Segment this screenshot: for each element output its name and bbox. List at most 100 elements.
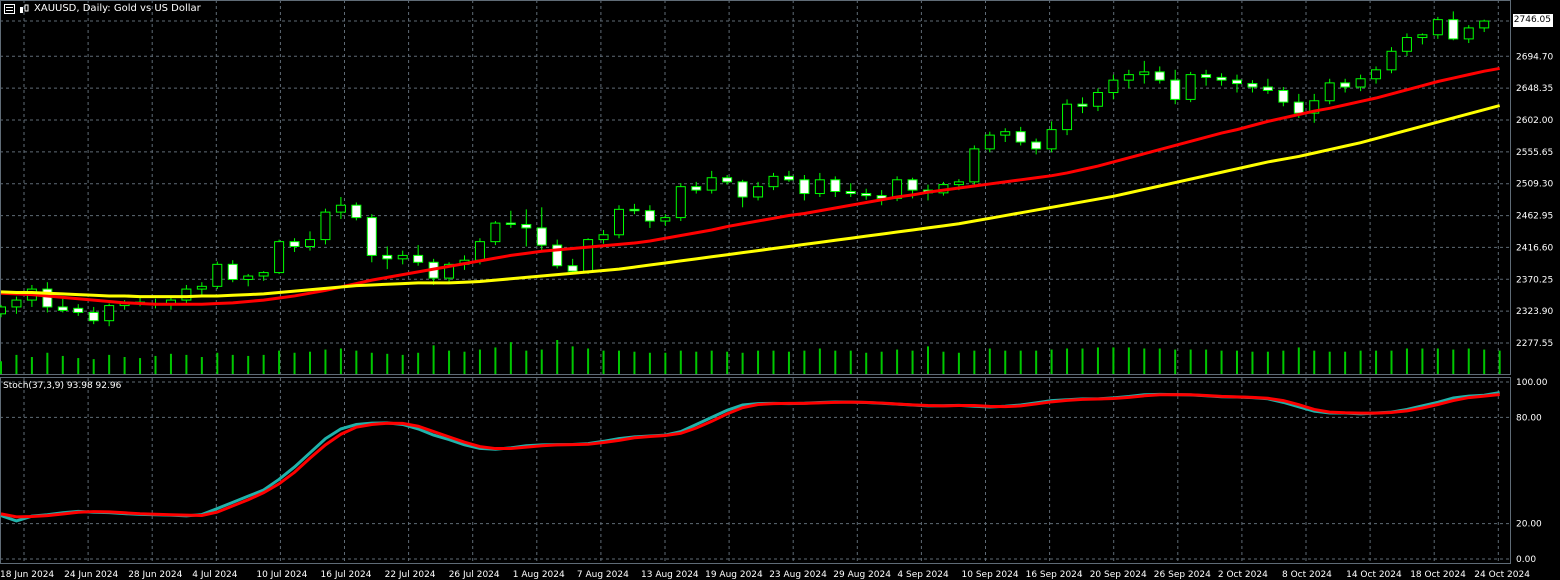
- candle-body: [644, 210, 655, 222]
- price-tick-label: 2509.30: [1516, 180, 1553, 190]
- candle-body: [1340, 82, 1351, 88]
- time-tick-label: 18 Jun 2024: [0, 570, 54, 580]
- time-tick-label: 29 Aug 2024: [833, 570, 891, 580]
- price-tick-label: 2323.90: [1516, 307, 1553, 317]
- chart-header: XAUUSD, Daily: Gold vs US Dollar: [4, 3, 201, 14]
- candle-body: [1077, 103, 1088, 107]
- candle-body: [1432, 19, 1443, 36]
- time-tick-label: 1 Aug 2024: [513, 570, 565, 580]
- candle-body: [783, 175, 794, 181]
- stoch-tick-label: 0.00: [1516, 555, 1536, 565]
- candle-body: [861, 193, 872, 197]
- candle-body: [1015, 131, 1026, 143]
- candle-body: [73, 307, 84, 313]
- price-tick-label: 2277.55: [1516, 339, 1553, 349]
- candle-body: [521, 223, 532, 229]
- candle-body: [243, 275, 254, 280]
- candle-body: [1232, 79, 1242, 85]
- candle-body: [984, 134, 995, 150]
- time-tick-label: 4 Jul 2024: [192, 570, 237, 580]
- candle-body: [57, 306, 68, 311]
- stoch-title: Stoch(37,3,9) 93.98 92.96: [3, 381, 122, 391]
- volume-histogram: [0, 340, 1501, 374]
- candle-body: [0, 306, 6, 315]
- candle-body: [397, 254, 408, 260]
- candle-body: [536, 227, 547, 246]
- candle-body: [706, 177, 717, 191]
- price-tick-label: 2648.35: [1516, 84, 1553, 94]
- time-tick-label: 28 Jun 2024: [128, 570, 182, 580]
- time-tick-label: 16 Jul 2024: [321, 570, 372, 580]
- time-tick-label: 24 Oct 2024: [1474, 570, 1530, 580]
- candle-body: [1046, 129, 1057, 150]
- candle-body: [969, 148, 980, 183]
- candle-body: [42, 288, 53, 308]
- candle-body: [1324, 82, 1335, 102]
- candle-body: [1154, 71, 1165, 81]
- candle-body: [1309, 100, 1320, 114]
- candle-body: [1092, 92, 1103, 107]
- stochastic-lines: [0, 391, 1500, 523]
- stoch-main-line: [0, 391, 1500, 523]
- time-tick-label: 26 Sep 2024: [1154, 570, 1211, 580]
- price-tick-label: 2370.25: [1516, 275, 1553, 285]
- price-tick-label: 2462.95: [1516, 212, 1553, 222]
- time-tick-label: 20 Sep 2024: [1090, 570, 1147, 580]
- candle-body: [814, 179, 825, 195]
- slow-ma-line: [0, 104, 1501, 299]
- candle-body: [1371, 69, 1382, 80]
- time-tick-label: 14 Oct 2024: [1346, 570, 1402, 580]
- last-price-label: 2746.05: [1513, 14, 1553, 27]
- candle-body: [845, 190, 856, 195]
- candle-body: [382, 254, 393, 260]
- time-tick-label: 22 Jul 2024: [385, 570, 436, 580]
- candle-body: [1031, 141, 1042, 150]
- time-tick-label: 10 Sep 2024: [962, 570, 1019, 580]
- candle-body: [413, 254, 424, 263]
- candle-body: [907, 179, 918, 191]
- candle-body: [583, 239, 594, 272]
- stoch-pane-border: [0, 377, 1511, 564]
- main-pane-border: [0, 0, 1511, 375]
- candle-body: [335, 204, 346, 213]
- candle-body: [258, 272, 269, 277]
- time-tick-label: 7 Aug 2024: [577, 570, 629, 580]
- candle-body: [1479, 20, 1490, 29]
- candle-body: [212, 263, 223, 287]
- candle-body: [227, 263, 238, 280]
- candle-body: [1448, 19, 1459, 40]
- candle-body: [181, 288, 192, 301]
- fast-ma-line: [0, 66, 1500, 306]
- candle-body: [1216, 76, 1227, 81]
- candle-body: [1062, 103, 1073, 131]
- stoch-tick-label: 80.00: [1516, 413, 1542, 423]
- candle-body: [196, 285, 207, 290]
- candle-body: [629, 208, 640, 212]
- menu-icon[interactable]: [4, 3, 15, 14]
- candle-body: [614, 208, 624, 236]
- stoch-tick-label: 20.00: [1516, 520, 1542, 530]
- candle-body: [799, 179, 810, 195]
- candle-body: [1185, 74, 1196, 100]
- candle-body: [505, 222, 516, 225]
- candle-body: [444, 263, 455, 279]
- candle-body: [675, 186, 686, 219]
- candle-body: [1108, 79, 1119, 94]
- time-tick-label: 2 Oct 2024: [1218, 570, 1268, 580]
- candles-icon[interactable]: [19, 4, 30, 14]
- candle-body: [104, 305, 115, 322]
- time-axis: 18 Jun 2024 24 Jun 2024 28 Jun 2024 4 Jul 2…: [0, 570, 1530, 580]
- candle-body: [1201, 74, 1212, 78]
- time-tick-label: 8 Oct 2024: [1282, 570, 1332, 580]
- candle-body: [474, 241, 485, 261]
- stoch-tick-label: 100.00: [1516, 378, 1548, 388]
- candle-body: [289, 241, 300, 247]
- candle-body: [88, 311, 99, 322]
- candle-body: [567, 265, 578, 272]
- candle-body: [320, 211, 331, 241]
- chart-grid: [0, 0, 1511, 564]
- price-tick-label: 2555.65: [1516, 148, 1553, 158]
- price-tick-label: 2416.60: [1516, 243, 1553, 253]
- candle-body: [598, 234, 609, 241]
